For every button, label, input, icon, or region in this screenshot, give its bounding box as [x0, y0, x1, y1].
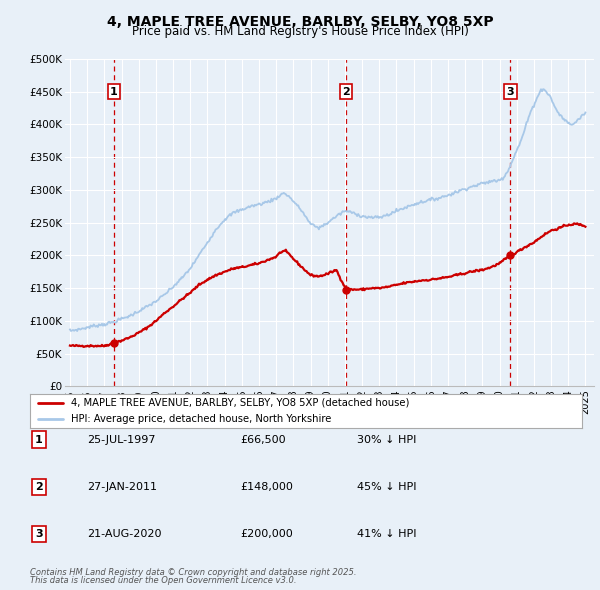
- Text: Contains HM Land Registry data © Crown copyright and database right 2025.: Contains HM Land Registry data © Crown c…: [30, 568, 356, 577]
- Text: £148,000: £148,000: [240, 482, 293, 491]
- Text: 4, MAPLE TREE AVENUE, BARLBY, SELBY, YO8 5XP (detached house): 4, MAPLE TREE AVENUE, BARLBY, SELBY, YO8…: [71, 398, 410, 408]
- Text: 2: 2: [35, 482, 43, 491]
- Text: 1: 1: [110, 87, 118, 97]
- Text: 45% ↓ HPI: 45% ↓ HPI: [357, 482, 416, 491]
- Text: 41% ↓ HPI: 41% ↓ HPI: [357, 529, 416, 539]
- Text: 1: 1: [35, 435, 43, 444]
- Text: 30% ↓ HPI: 30% ↓ HPI: [357, 435, 416, 444]
- Text: 25-JUL-1997: 25-JUL-1997: [87, 435, 155, 444]
- Text: 3: 3: [35, 529, 43, 539]
- Text: £200,000: £200,000: [240, 529, 293, 539]
- Text: 2: 2: [342, 87, 350, 97]
- Text: HPI: Average price, detached house, North Yorkshire: HPI: Average price, detached house, Nort…: [71, 414, 332, 424]
- Text: 27-JAN-2011: 27-JAN-2011: [87, 482, 157, 491]
- Text: This data is licensed under the Open Government Licence v3.0.: This data is licensed under the Open Gov…: [30, 576, 296, 585]
- Text: Price paid vs. HM Land Registry's House Price Index (HPI): Price paid vs. HM Land Registry's House …: [131, 25, 469, 38]
- Text: 21-AUG-2020: 21-AUG-2020: [87, 529, 161, 539]
- Text: £66,500: £66,500: [240, 435, 286, 444]
- Text: 3: 3: [506, 87, 514, 97]
- Text: 4, MAPLE TREE AVENUE, BARLBY, SELBY, YO8 5XP: 4, MAPLE TREE AVENUE, BARLBY, SELBY, YO8…: [107, 15, 493, 29]
